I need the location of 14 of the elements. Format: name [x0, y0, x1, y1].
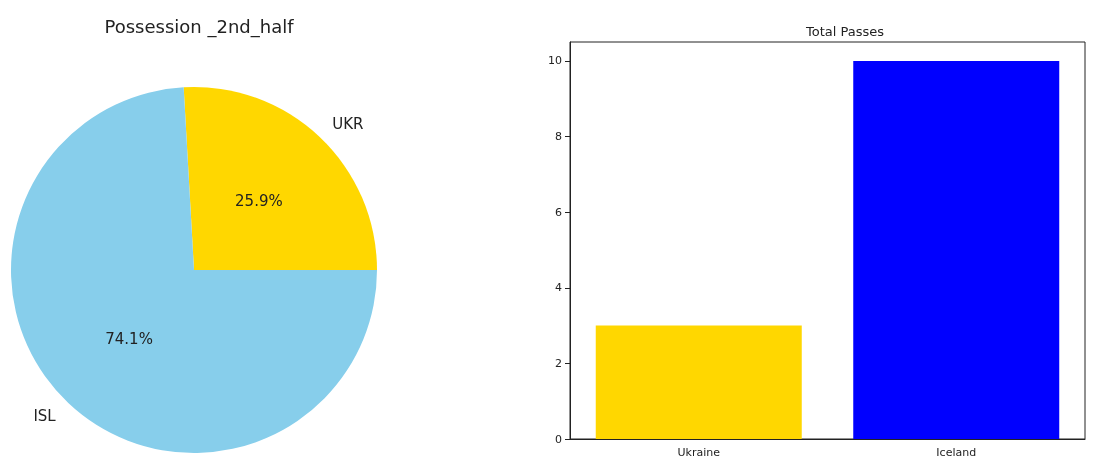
data-label: 25.9%: [235, 192, 283, 211]
y-tick-label: 0: [555, 432, 562, 446]
y-tick-label: 4: [555, 281, 562, 295]
x-tick-label: Ukraine: [677, 446, 721, 458]
chart-title: Total Passes: [804, 24, 885, 39]
y-tick-label: 6: [555, 205, 562, 219]
slice-label: UKR: [332, 114, 364, 133]
x-tick-label: Iceland: [936, 446, 977, 458]
y-tick-label: 10: [548, 54, 562, 68]
y-tick-label: 2: [555, 356, 562, 370]
data-label: 74.1%: [105, 329, 153, 348]
chart-title: Possession _2nd_half: [104, 15, 295, 38]
y-tick-label: 8: [555, 130, 562, 144]
slice-label: ISL: [33, 407, 57, 426]
